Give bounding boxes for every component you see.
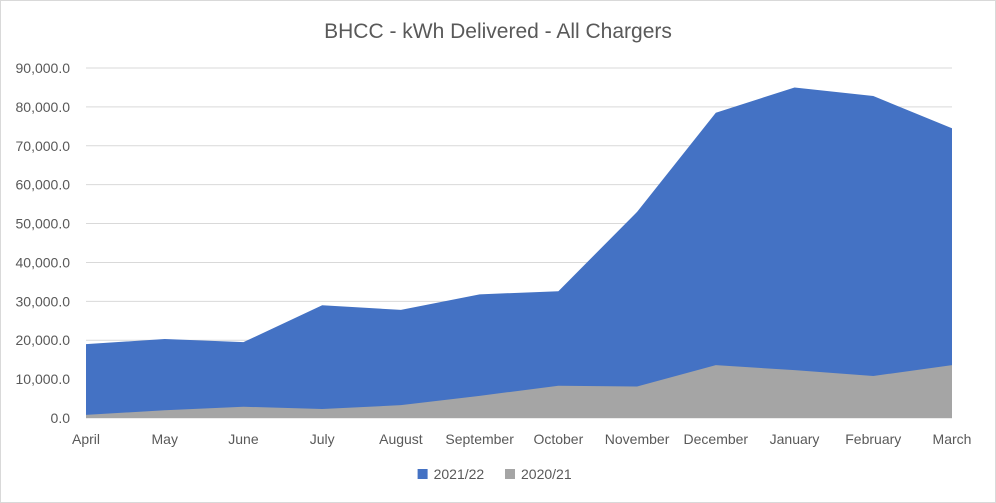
y-tick-label: 10,000.0 bbox=[16, 371, 71, 387]
legend-label: 2020/21 bbox=[521, 466, 572, 482]
chart-title: BHCC - kWh Delivered - All Chargers bbox=[324, 20, 672, 43]
legend: 2021/22 2020/21 bbox=[417, 466, 572, 482]
y-tick-label: 20,000.0 bbox=[16, 332, 71, 348]
y-tick-label: 90,000.0 bbox=[16, 60, 71, 76]
area-series-2020-21 bbox=[86, 365, 952, 418]
x-axis-ticks: April May June July August September October No… bbox=[72, 431, 971, 447]
x-tick-label: August bbox=[379, 431, 423, 447]
x-tick-label: April bbox=[72, 431, 100, 447]
y-axis-ticks: 0.0 10,000.0 20,000.0 30,000.0 40,000.0 50,00… bbox=[16, 60, 71, 426]
x-tick-label: March bbox=[933, 431, 972, 447]
area-series-2021-22 bbox=[86, 87, 952, 418]
x-tick-label: May bbox=[152, 431, 178, 447]
x-tick-label: October bbox=[533, 431, 583, 447]
y-tick-label: 60,000.0 bbox=[16, 177, 71, 193]
y-tick-label: 40,000.0 bbox=[16, 254, 71, 270]
y-tick-label: 0.0 bbox=[51, 410, 71, 426]
y-tick-label: 70,000.0 bbox=[16, 138, 71, 154]
legend-label: 2021/22 bbox=[434, 466, 485, 482]
y-tick-label: 30,000.0 bbox=[16, 293, 71, 309]
x-tick-label: November bbox=[605, 431, 670, 447]
legend-swatch bbox=[417, 469, 428, 479]
legend-swatch bbox=[505, 469, 515, 479]
x-tick-label: February bbox=[845, 431, 901, 447]
x-tick-label: July bbox=[310, 431, 335, 447]
x-tick-label: June bbox=[228, 431, 259, 447]
x-tick-label: January bbox=[770, 431, 820, 447]
y-tick-label: 50,000.0 bbox=[16, 216, 71, 232]
y-tick-label: 80,000.0 bbox=[16, 99, 71, 115]
x-tick-label: December bbox=[684, 431, 749, 447]
x-tick-label: September bbox=[445, 431, 514, 447]
series-areas bbox=[86, 87, 952, 418]
